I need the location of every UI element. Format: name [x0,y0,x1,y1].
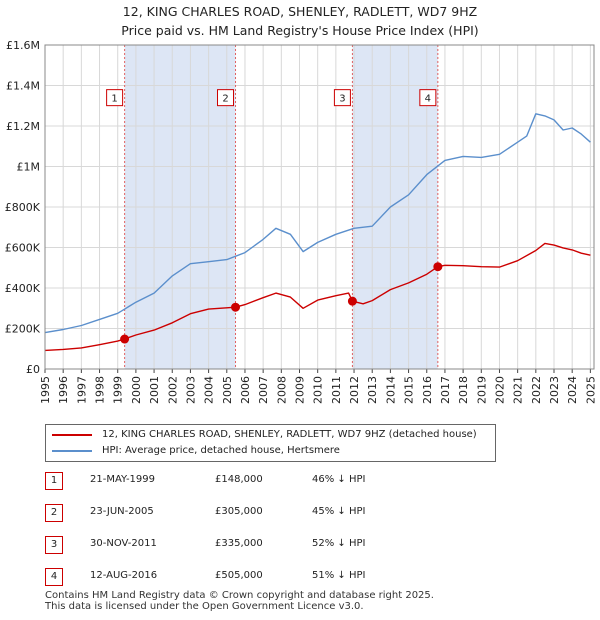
x-tick-label: 1997 [75,376,88,404]
x-tick-label: 2008 [275,376,288,404]
x-tick-label: 2021 [512,376,525,404]
x-tick-label: 2007 [257,376,270,404]
sale-marker [347,296,357,306]
marker-number: 1 [111,94,117,105]
y-tick-label: £200K [5,323,41,336]
hpi-series-line [44,113,591,334]
transaction-hpi-diff: 45% ↓ HPI [312,506,366,517]
y-tick-label: £600K [5,242,41,255]
x-tick-label: 2022 [530,376,543,404]
transaction-date: 23-JUN-2005 [90,506,154,517]
x-tick-label: 1999 [112,376,125,404]
title-line-1: 12, KING CHARLES ROAD, SHENLEY, RADLETT,… [122,4,478,19]
marker-box [106,89,124,107]
title-line-2: Price paid vs. HM Land Registry's House … [121,23,479,38]
y-tick-label: £1.2M [6,120,40,133]
x-tick-label: 2017 [439,376,452,404]
y-tick-label: £1.6M [6,39,40,52]
transaction-price: £335,000 [215,538,263,549]
legend-swatch-hpi [52,450,92,452]
transaction-row: 2 23-JUN-2005 £305,000 45% ↓ HPI [45,504,375,536]
transaction-number: 1 [45,472,63,490]
x-tick-label: 2014 [384,376,397,404]
legend-label-property: 12, KING CHARLES ROAD, SHENLEY, RADLETT,… [102,429,477,440]
y-tick-label: £1M [17,161,41,174]
transaction-row: 1 21-MAY-1999 £148,000 46% ↓ HPI [45,472,375,504]
x-tick-label: 2004 [203,376,216,404]
transaction-date: 21-MAY-1999 [90,474,156,485]
price-chart: £0 £200K £400K £600K £800K £1M £1.2M £1.4M £1.6M… [5,39,598,404]
sale-marker [433,262,443,272]
y-tick-label: £0 [26,363,40,376]
footer-line-2: This data is licensed under the Open Gov… [45,601,364,612]
transaction-number: 4 [45,568,63,586]
x-tick-label: 2018 [457,376,470,404]
legend: 12, KING CHARLES ROAD, SHENLEY, RADLETT,… [45,424,496,462]
marker-box [419,89,437,107]
legend-swatch-property [52,434,92,436]
x-tick-label: 2010 [312,376,325,404]
property-series-line [44,242,591,352]
x-tick-label: 2002 [166,376,179,404]
legend-label-hpi: HPI: Average price, detached house, Hert… [102,445,340,456]
transaction-price: £505,000 [215,570,263,581]
marker-number: 4 [425,94,431,105]
x-tick-label: 2011 [330,376,343,404]
x-tick-label: 2016 [421,376,434,404]
x-tick-label: 2012 [348,376,361,404]
x-tick-label: 2000 [130,376,143,404]
transaction-number: 3 [45,536,63,554]
footer: Contains HM Land Registry data © Crown c… [45,590,434,612]
x-tick-label: 2025 [584,376,597,404]
transaction-price: £148,000 [215,474,263,485]
y-tick-label: £800K [5,201,41,214]
marker-box [217,89,235,107]
marker-number: 2 [222,94,228,105]
transaction-hpi-diff: 52% ↓ HPI [312,538,366,549]
x-tick-label: 1996 [57,376,70,404]
transaction-date: 12-AUG-2016 [90,570,158,581]
transaction-row: 3 30-NOV-2011 £335,000 52% ↓ HPI [45,536,375,568]
footer-line-1: Contains HM Land Registry data © Crown c… [45,590,434,601]
chart-title: 12, KING CHARLES ROAD, SHENLEY, RADLETT,… [0,2,600,40]
transaction-hpi-diff: 51% ↓ HPI [312,570,366,581]
x-tick-label: 2001 [148,376,161,404]
x-tick-label: 2003 [184,376,197,404]
y-tick-label: £1.4M [6,80,40,93]
plot-border [44,44,595,370]
transaction-price: £305,000 [215,506,263,517]
x-tick-label: 2009 [294,376,307,404]
y-tick-label: £400K [5,282,41,295]
transaction-date: 30-NOV-2011 [90,538,157,549]
x-tick-label: 2023 [548,376,561,404]
x-tick-label: 2013 [366,376,379,404]
transaction-row: 4 12-AUG-2016 £505,000 51% ↓ HPI [45,568,375,600]
x-tick-label: 2024 [566,376,579,404]
marker-number: 3 [339,94,345,105]
marker-box [333,89,351,107]
x-tick-label: 1998 [94,376,107,404]
transaction-hpi-diff: 46% ↓ HPI [312,474,366,485]
x-tick-label: 2019 [475,376,488,404]
sale-marker [231,302,241,312]
x-tick-label: 2005 [221,376,234,404]
x-tick-label: 2006 [239,376,252,404]
sale-marker [120,334,130,344]
x-tick-label: 1995 [39,376,52,404]
x-tick-label: 2020 [493,376,506,404]
x-tick-label: 2015 [403,376,416,404]
transactions-table: 1 21-MAY-1999 £148,000 46% ↓ HPI 2 23-JU… [45,472,375,600]
transaction-number: 2 [45,504,63,522]
